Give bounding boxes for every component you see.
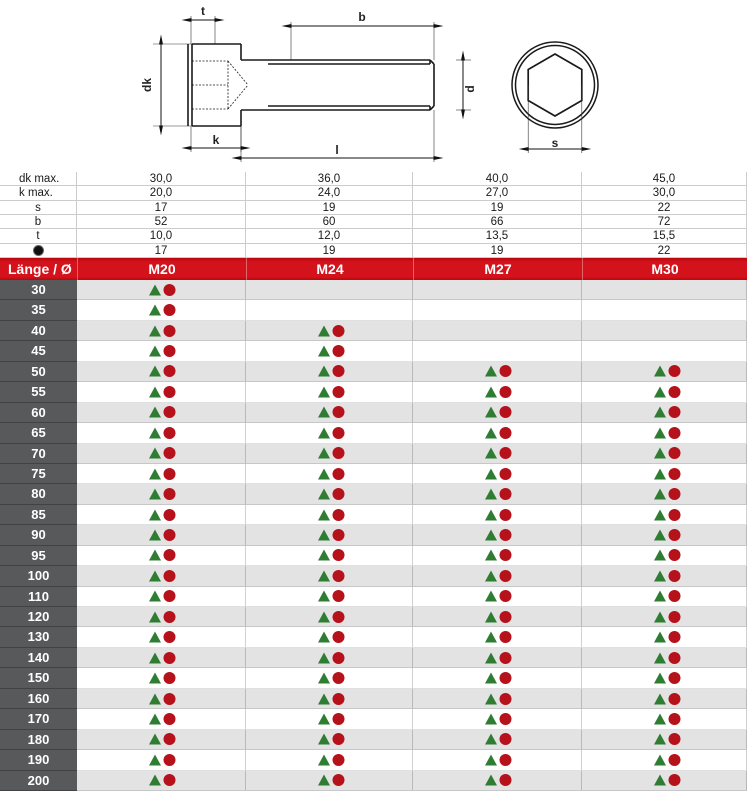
svg-text:dk: dk [140, 78, 154, 92]
svg-text:b: b [358, 10, 365, 24]
svg-text:k: k [213, 133, 220, 147]
svg-text:s: s [552, 136, 559, 150]
svg-text:d: d [463, 85, 477, 92]
svg-text:l: l [335, 143, 338, 157]
svg-text:t: t [201, 4, 205, 18]
